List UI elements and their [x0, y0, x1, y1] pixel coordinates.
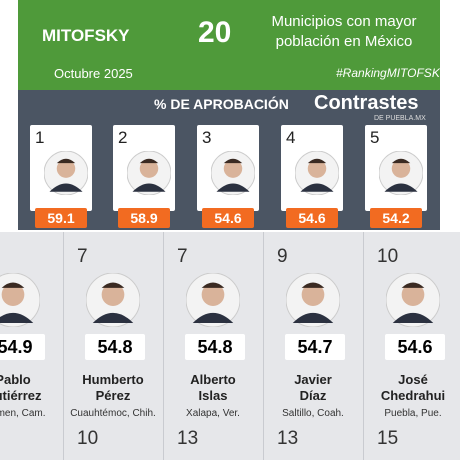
rank: 4 [286, 128, 296, 147]
header: MITOFSKY 20 Municipios con mayor poblaci… [18, 0, 448, 90]
first-name: Humberto [82, 372, 144, 387]
top-card: 2 [113, 125, 175, 211]
first-name: José [398, 372, 428, 387]
rank: 7 [177, 246, 188, 267]
rank: 5 [370, 128, 380, 147]
approval-value: 54.6 [202, 208, 254, 228]
city: Xalapa, Ver. [186, 408, 240, 419]
next-rank: 13 [277, 428, 299, 449]
approval-value: 54.8 [185, 334, 245, 360]
top-card: 5 [365, 125, 427, 211]
last-name: Chedrahui [380, 388, 446, 403]
approval-value: 54.6 [286, 208, 338, 228]
brand-sub: DE PUEBLA.MX [374, 115, 426, 122]
photo [186, 273, 240, 327]
city: Puebla, Pue. [384, 408, 442, 419]
approval-value: 54.9 [0, 334, 45, 360]
candidate-card: 10 54.6 José Chedrahui Puebla, Pue. 15 [363, 232, 460, 460]
photo [44, 151, 88, 195]
top-card: 3 [197, 125, 259, 211]
first-name: Javier [294, 372, 332, 387]
logo: MITOFSKY [42, 26, 130, 45]
city: Cuauhtémoc, Chih. [70, 408, 156, 419]
last-name: Islas [198, 388, 228, 403]
approval-value: 54.7 [285, 334, 345, 360]
rank: 2 [118, 128, 128, 147]
candidate-card: 54.9 PabloGutiérrez Carmen, Cam. [0, 232, 64, 460]
approval-value: 54.8 [85, 334, 145, 360]
top-card: 1 [30, 125, 92, 211]
city: Saltillo, Coah. [282, 408, 344, 419]
approval-value: 58.9 [118, 208, 170, 228]
count: 20 [198, 16, 232, 49]
photo [286, 273, 340, 327]
rank: 9 [277, 246, 288, 267]
next-rank: 10 [77, 428, 99, 449]
approval-value: 59.1 [35, 208, 87, 228]
rank: 7 [77, 246, 88, 267]
photo [295, 151, 339, 195]
photo [386, 273, 440, 327]
next-rank: 13 [177, 428, 199, 449]
rank: 10 [377, 246, 399, 267]
rank: 1 [35, 128, 45, 147]
photo [379, 151, 423, 195]
top-card: 4 [281, 125, 343, 211]
photo [211, 151, 255, 195]
last-name: Gutiérrez [0, 388, 42, 403]
rank: 3 [202, 128, 212, 147]
first-name: Pablo [0, 372, 31, 387]
hashtag: #RankingMITOFSKY [336, 66, 448, 80]
photo [0, 273, 40, 327]
approval-value: 54.2 [370, 208, 422, 228]
last-name: Pérez [95, 388, 131, 403]
title: Municipios con mayor población en México [271, 13, 417, 50]
photo [86, 273, 140, 327]
photo [127, 151, 171, 195]
date: Octubre 2025 [54, 66, 133, 81]
last-name: Díaz [299, 388, 327, 403]
next-rank: 15 [377, 428, 399, 449]
approval-value: 54.6 [385, 334, 445, 360]
city: Carmen, Cam. [0, 408, 46, 419]
approval-label: % DE APROBACIÓN [154, 96, 289, 112]
candidate-card: 9 54.7 Javier Díaz Saltillo, Coah. 13 [263, 232, 364, 460]
first-name: Alberto [190, 372, 236, 387]
brand: Contrastes [314, 92, 419, 114]
candidate-card: 7 54.8 Alberto Islas Xalapa, Ver. 13 [163, 232, 264, 460]
candidate-card: 7 54.8 Humberto Pérez Cuauhtémoc, Chih. 10 [63, 232, 164, 460]
